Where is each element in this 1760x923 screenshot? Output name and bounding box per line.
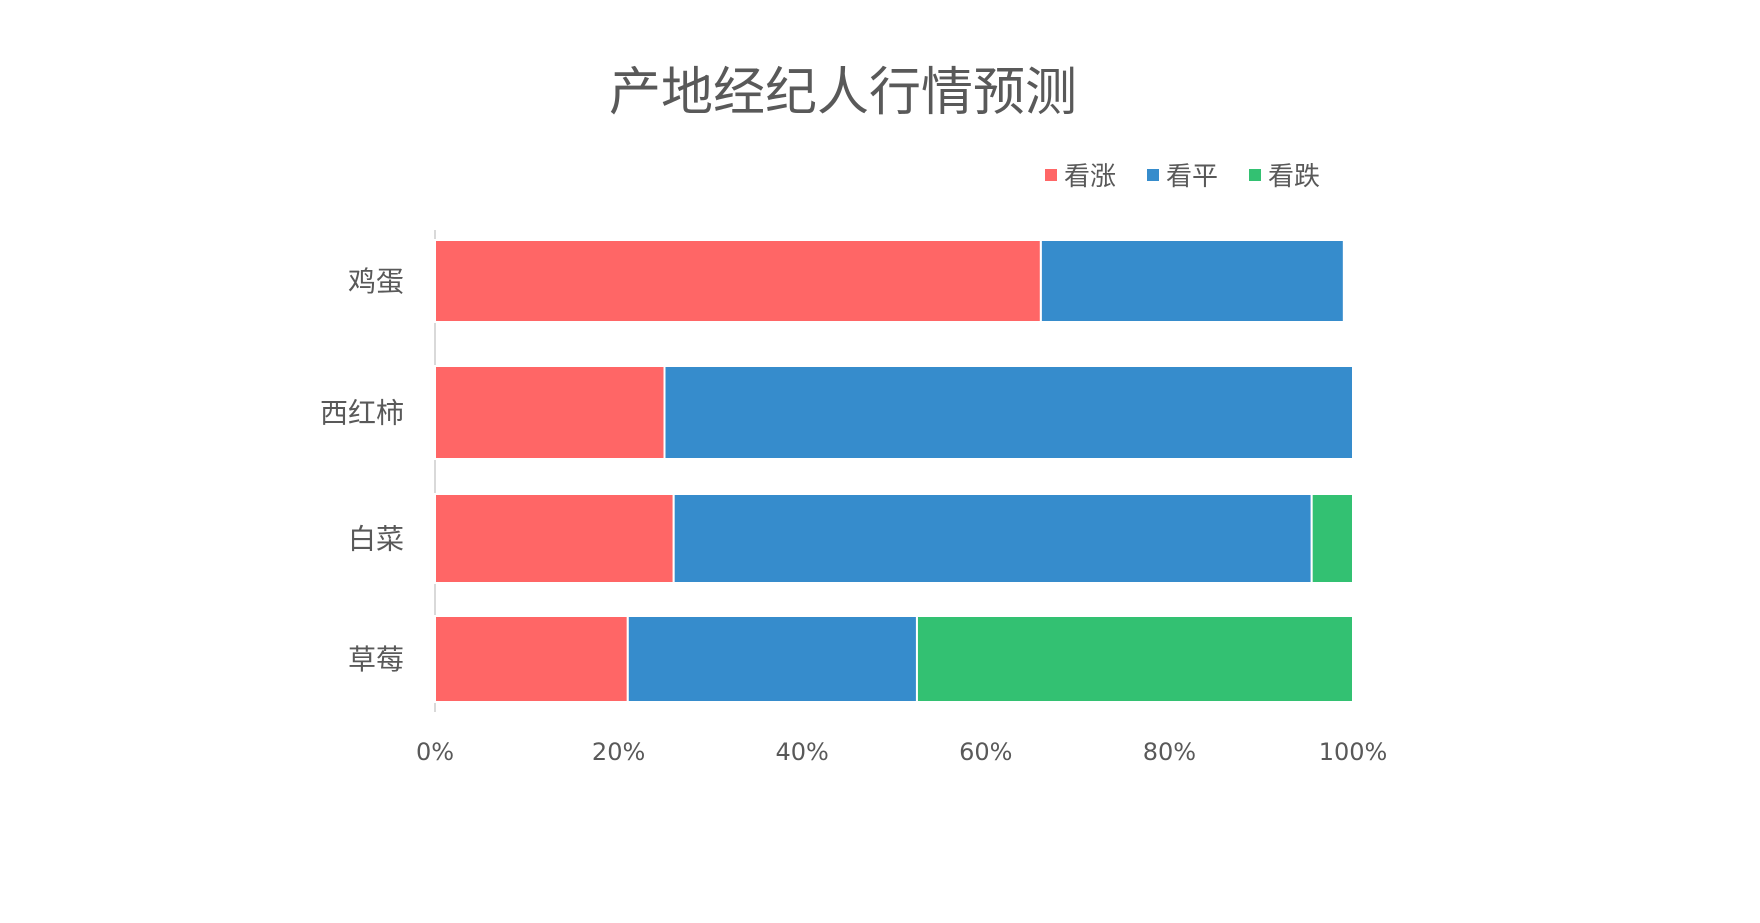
category-label: 鸡蛋 [348, 265, 404, 298]
legend-label: 看跌 [1268, 162, 1320, 192]
bar-segment [672, 493, 1313, 584]
bars-group [434, 239, 1354, 703]
x-tick-label: 40% [776, 738, 829, 766]
legend-label: 看涨 [1064, 162, 1116, 192]
bar-segment [915, 615, 1354, 703]
legend-swatch [1249, 169, 1261, 181]
x-axis-ticks: 0% 20% 40% 60% 80% 100% [416, 738, 1387, 766]
x-tick-label: 80% [1143, 738, 1196, 766]
bar-segment [626, 615, 918, 703]
legend-swatch [1147, 169, 1159, 181]
bar-segment [434, 493, 675, 584]
x-tick-label: 100% [1319, 738, 1388, 766]
legend-swatch [1045, 169, 1057, 181]
bar-segment [434, 615, 629, 703]
chart-title: 产地经纪人行情预测 [609, 63, 1077, 123]
x-tick-label: 0% [416, 738, 454, 766]
category-label: 西红柿 [320, 397, 404, 430]
x-tick-label: 60% [959, 738, 1012, 766]
category-label: 白菜 [348, 523, 404, 556]
bar-segment [434, 239, 1042, 323]
legend-label: 看平 [1166, 162, 1218, 192]
bar-segment [1310, 493, 1354, 584]
x-tick-label: 20% [592, 738, 645, 766]
legend: 看涨 看平 看跌 [1045, 162, 1320, 192]
bar-segment [434, 365, 666, 460]
category-label: 草莓 [348, 643, 404, 676]
bar-segment [1039, 239, 1345, 323]
bar-segment [663, 365, 1354, 460]
